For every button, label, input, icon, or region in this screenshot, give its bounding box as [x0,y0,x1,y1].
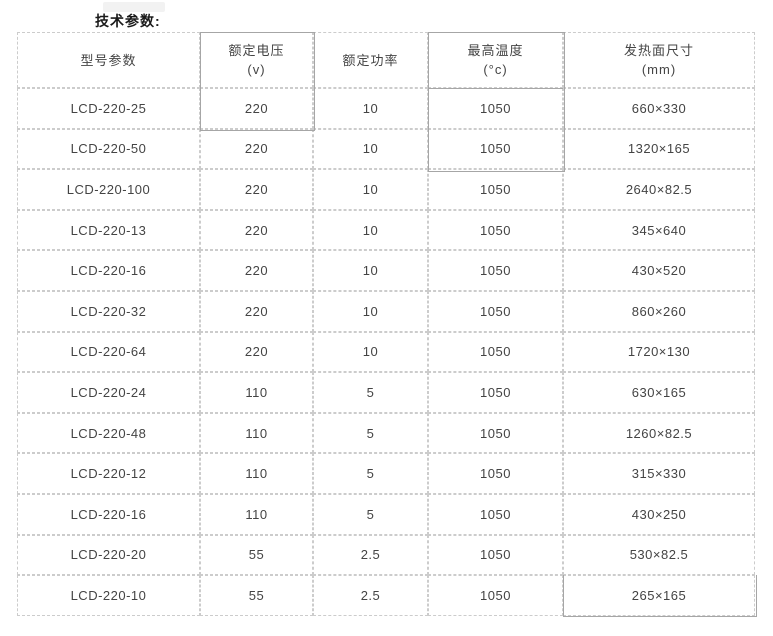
table-cell: 110 [200,412,313,454]
table-cell: 1050 [428,493,563,535]
table-cell: 10 [313,169,428,210]
table-cell: 220 [200,331,313,373]
table-cell: 10 [313,88,428,129]
table-cell: 110 [200,453,313,494]
table-cell: 55 [200,534,313,576]
table-cell: 2.5 [313,534,428,576]
table-row: LCD-220-50 220 10 1050 1320×165 [17,128,755,170]
table-cell: LCD-220-50 [17,128,200,170]
table-row: LCD-220-12 110 5 1050 315×330 [17,453,755,494]
table-cell: LCD-220-12 [17,453,200,494]
table-row: LCD-220-10 55 2.5 1050 265×165 [17,575,755,616]
table-cell: 10 [313,209,428,251]
artifact-smudge [103,2,165,12]
table-cell: 10 [313,290,428,332]
table-cell: 10 [313,331,428,373]
table-cell: 110 [200,372,313,413]
table-row: LCD-220-20 55 2.5 1050 530×82.5 [17,534,755,576]
table-row: LCD-220-16 110 5 1050 430×250 [17,493,755,535]
table-cell: 5 [313,453,428,494]
table-cell: 315×330 [563,453,755,494]
table-row: LCD-220-13 220 10 1050 345×640 [17,209,755,251]
table-cell: LCD-220-32 [17,290,200,332]
table-cell: 1050 [428,412,563,454]
column-header-3: 额定功率 [313,32,428,88]
table-cell: 2.5 [313,575,428,616]
column-header-1: 型号参数 [17,32,200,88]
table-cell: LCD-220-10 [17,575,200,616]
table-cell: 860×260 [563,290,755,332]
table-cell: 5 [313,372,428,413]
table-cell: 5 [313,412,428,454]
column-header-unit: (°c) [483,62,508,77]
column-header-unit: (mm) [641,62,677,77]
table-row: LCD-220-16 220 10 1050 430×520 [17,250,755,291]
table-cell: 1050 [428,88,563,129]
table-cell: LCD-220-13 [17,209,200,251]
column-header-2: 额定电压 (v) [200,32,313,88]
column-header-label: 发热面尺寸 [623,43,694,58]
column-header-unit: (v) [247,62,266,77]
table-cell: 1050 [428,331,563,373]
table-cell: 220 [200,88,313,129]
table-cell: 1320×165 [563,128,755,170]
table-cell: 220 [200,290,313,332]
table-cell: 1050 [428,209,563,251]
table-cell: 1260×82.5 [563,412,755,454]
column-header-4: 最高温度 (°c) [428,32,563,88]
table-cell: LCD-220-24 [17,372,200,413]
table-row: LCD-220-100 220 10 1050 2640×82.5 [17,169,755,210]
table-cell: 1720×130 [563,331,755,373]
table-cell: 660×330 [563,88,755,129]
table-cell: 220 [200,209,313,251]
table-cell: 10 [313,250,428,291]
column-header-label: 额定功率 [342,52,399,68]
table-cell: 1050 [428,128,563,170]
page-title: 技术参数: [95,13,161,29]
table-cell: 1050 [428,169,563,210]
table-cell: LCD-220-48 [17,412,200,454]
table-cell: LCD-220-100 [17,169,200,210]
table-cell: 220 [200,169,313,210]
table-header: 型号参数 额定电压 (v) 额定功率 最高温度 (°c) 发热面尺寸 (mm) [17,32,755,88]
table-cell: 1050 [428,453,563,494]
table-cell: 110 [200,493,313,535]
table-row: LCD-220-64 220 10 1050 1720×130 [17,331,755,373]
table-cell: 1050 [428,575,563,616]
table-cell: 5 [313,493,428,535]
table-row: LCD-220-48 110 5 1050 1260×82.5 [17,412,755,454]
header-row: 型号参数 额定电压 (v) 额定功率 最高温度 (°c) 发热面尺寸 (mm) [17,32,755,88]
table-cell: LCD-220-64 [17,331,200,373]
table-cell: 220 [200,250,313,291]
table-cell: 430×520 [563,250,755,291]
table-cell: 1050 [428,372,563,413]
table-cell: LCD-220-16 [17,250,200,291]
table-cell: LCD-220-20 [17,534,200,576]
table-cell: 2640×82.5 [563,169,755,210]
table-cell: LCD-220-16 [17,493,200,535]
table-body: LCD-220-25 220 10 1050 660×330 LCD-220-50 220 1… [17,88,755,616]
table-cell: 1050 [428,290,563,332]
column-header-label: 额定电压 [228,43,285,58]
table-cell: 630×165 [563,372,755,413]
table-row: LCD-220-24 110 5 1050 630×165 [17,372,755,413]
table-cell: 345×640 [563,209,755,251]
table-cell: 265×165 [563,575,755,616]
column-header-label: 型号参数 [80,52,137,68]
column-header-label: 最高温度 [467,43,524,58]
table-cell: 55 [200,575,313,616]
spec-table-container: 型号参数 额定电压 (v) 额定功率 最高温度 (°c) 发热面尺寸 (mm) LCD-220… [17,32,757,617]
table-cell: 10 [313,128,428,170]
table-cell: LCD-220-25 [17,88,200,129]
table-cell: 1050 [428,250,563,291]
table-row: LCD-220-25 220 10 1050 660×330 [17,88,755,129]
table-cell: 530×82.5 [563,534,755,576]
spec-table: 型号参数 额定电压 (v) 额定功率 最高温度 (°c) 发热面尺寸 (mm) LCD-220… [17,32,755,616]
column-header-5: 发热面尺寸 (mm) [563,32,755,88]
table-row: LCD-220-32 220 10 1050 860×260 [17,290,755,332]
table-cell: 1050 [428,534,563,576]
table-cell: 220 [200,128,313,170]
table-cell: 430×250 [563,493,755,535]
